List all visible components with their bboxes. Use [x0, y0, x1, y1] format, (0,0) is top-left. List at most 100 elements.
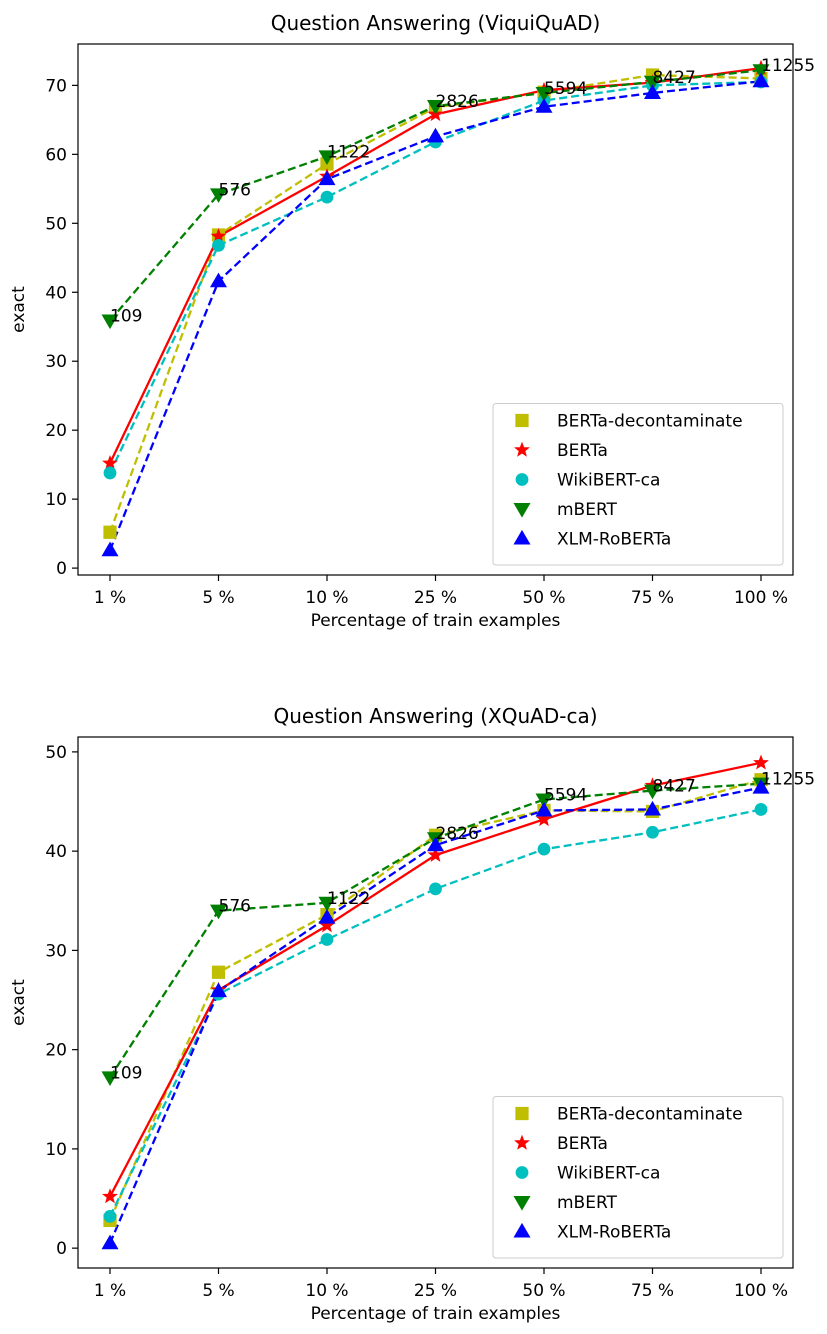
legend-label: mBERT — [557, 1193, 618, 1213]
annotation-label: 576 — [219, 897, 251, 917]
data-point — [427, 846, 444, 862]
x-tick-label: 25 % — [414, 588, 457, 608]
data-point — [644, 75, 661, 91]
legend-label: WikiBERT-ca — [557, 1164, 660, 1184]
legend-marker — [515, 1106, 529, 1121]
x-axis-label: Percentage of train examples — [311, 611, 561, 631]
legend-box — [492, 1096, 784, 1259]
y-tick-label: 40 — [45, 842, 67, 862]
legend-marker — [515, 1166, 529, 1179]
data-point — [752, 72, 770, 88]
legend-marker — [514, 441, 530, 457]
data-point — [318, 150, 336, 166]
data-point — [102, 454, 118, 471]
legend-label: XLM-RoBERTa — [557, 1223, 671, 1243]
data-point — [318, 909, 336, 924]
data-point — [318, 896, 336, 912]
y-tick-label: 20 — [45, 1041, 67, 1061]
x-tick-label: 75 % — [631, 588, 674, 608]
legend-marker — [514, 1134, 530, 1150]
x-tick-label: 10 % — [305, 588, 348, 608]
chart-title: Question Answering (ViquiQuAD) — [271, 11, 601, 35]
annotation-label: 11255 — [761, 56, 815, 76]
annotation-label: 1122 — [327, 142, 370, 162]
y-tick-label: 50 — [45, 214, 67, 234]
x-tick-label: 1 % — [94, 588, 126, 608]
data-point — [103, 1209, 117, 1223]
data-point — [752, 64, 770, 79]
legend-label: BERTa — [557, 441, 608, 461]
legend-label: XLM-RoBERTa — [557, 530, 671, 550]
data-point — [429, 882, 442, 896]
legend-label: mBERT — [557, 500, 618, 520]
annotation-label: 8427 — [653, 777, 696, 797]
legend-marker — [513, 529, 531, 545]
legend-box — [492, 403, 784, 566]
x-tick-label: 5 % — [202, 1281, 234, 1301]
y-tick-label: 20 — [45, 421, 67, 441]
data-point — [754, 803, 768, 816]
data-point — [210, 904, 227, 920]
y-axis-label: exact — [9, 979, 29, 1026]
data-point — [535, 801, 553, 817]
annotation-label: 11255 — [761, 770, 815, 790]
x-tick-label: 50 % — [522, 1281, 565, 1301]
x-tick-label: 10 % — [305, 1281, 348, 1301]
y-tick-label: 40 — [45, 283, 67, 303]
legend-label: BERTa-decontaminate — [557, 412, 743, 432]
data-point — [535, 98, 553, 113]
data-point — [535, 86, 553, 102]
legend-label: BERTa — [557, 1134, 608, 1154]
data-point — [535, 793, 553, 809]
chart-title: Question Answering (XQuAD-ca) — [273, 704, 597, 728]
data-point — [212, 238, 225, 252]
annotation-label: 5594 — [544, 786, 587, 806]
annotation-label: 109 — [110, 1063, 142, 1083]
legend-marker — [513, 1195, 531, 1211]
y-axis-label: exact — [9, 286, 29, 333]
data-point — [101, 1234, 119, 1250]
annotation-label: 5594 — [544, 79, 587, 99]
data-point — [102, 1188, 118, 1204]
legend-label: BERTa-decontaminate — [557, 1105, 743, 1125]
x-tick-label: 25 % — [414, 1281, 457, 1301]
x-tick-label: 100 % — [734, 1281, 788, 1301]
data-point — [318, 170, 336, 186]
annotation-label: 109 — [110, 307, 142, 327]
data-point — [211, 965, 226, 979]
data-point — [320, 933, 334, 946]
data-point — [753, 754, 769, 770]
data-point — [427, 127, 444, 143]
annotation-label: 1122 — [327, 889, 370, 909]
data-point — [536, 811, 552, 827]
legend-marker — [515, 413, 529, 428]
y-tick-label: 30 — [45, 352, 67, 372]
data-point — [210, 272, 227, 288]
x-axis-label: Percentage of train examples — [311, 1304, 561, 1324]
data-point — [103, 466, 117, 480]
annotation-label: 2826 — [436, 824, 479, 844]
legend: BERTa-decontaminate BERTa WikiBERT-ca mBERT… — [492, 403, 784, 566]
x-tick-label: 5 % — [202, 588, 234, 608]
data-point — [101, 1071, 119, 1087]
x-tick-label: 75 % — [631, 1281, 674, 1301]
data-point — [752, 779, 770, 794]
data-point — [101, 314, 119, 330]
legend: BERTa-decontaminate BERTa WikiBERT-ca mBERT… — [492, 1096, 784, 1259]
legend-marker — [515, 473, 529, 486]
data-point — [320, 190, 334, 204]
x-tick-label: 50 % — [522, 588, 565, 608]
x-tick-label: 1 % — [94, 1281, 126, 1301]
data-point — [646, 825, 659, 839]
x-tick-label: 100 % — [734, 588, 788, 608]
y-tick-label: 10 — [45, 490, 67, 510]
data-point — [537, 842, 551, 856]
annotation-label: 576 — [219, 180, 251, 200]
y-tick-label: 0 — [56, 559, 67, 579]
data-point — [210, 188, 227, 203]
data-point — [644, 84, 661, 99]
annotation-label: 2826 — [436, 92, 479, 112]
legend-label: WikiBERT-ca — [557, 471, 660, 491]
y-tick-label: 10 — [45, 1140, 67, 1160]
